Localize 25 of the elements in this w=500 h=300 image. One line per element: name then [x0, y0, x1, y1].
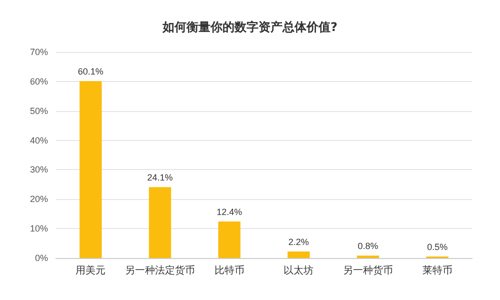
- bar: [288, 252, 310, 258]
- x-tick-label: 以太坊: [284, 264, 314, 276]
- data-label: 2.2%: [288, 237, 309, 248]
- x-tick-label: 另一种法定货币: [125, 264, 195, 276]
- y-tick-label: 0%: [34, 253, 48, 263]
- data-label: 24.1%: [147, 172, 173, 183]
- y-tick-label: 70%: [30, 47, 48, 57]
- y-tick-label: 40%: [30, 135, 48, 146]
- bar: [80, 81, 102, 258]
- y-tick-label: 30%: [30, 164, 48, 175]
- y-tick-label: 50%: [30, 106, 48, 116]
- x-tick-label: 莱特币: [422, 264, 452, 276]
- y-tick-label: 10%: [30, 224, 48, 234]
- x-tick-label: 另一种货币: [343, 264, 393, 276]
- x-tick-label: 用美元: [76, 264, 106, 276]
- data-label: 0.8%: [358, 241, 378, 252]
- chart-title: 如何衡量你的数字资产总体价值?: [162, 20, 338, 34]
- data-label: 0.5%: [427, 242, 448, 252]
- data-label: 60.1%: [78, 66, 104, 77]
- y-tick-label: 20%: [30, 194, 48, 204]
- y-tick-label: 60%: [30, 76, 48, 86]
- bar: [148, 187, 172, 258]
- bar: [218, 222, 240, 258]
- x-tick-label: 比特币: [214, 264, 244, 276]
- data-label: 12.4%: [216, 207, 242, 218]
